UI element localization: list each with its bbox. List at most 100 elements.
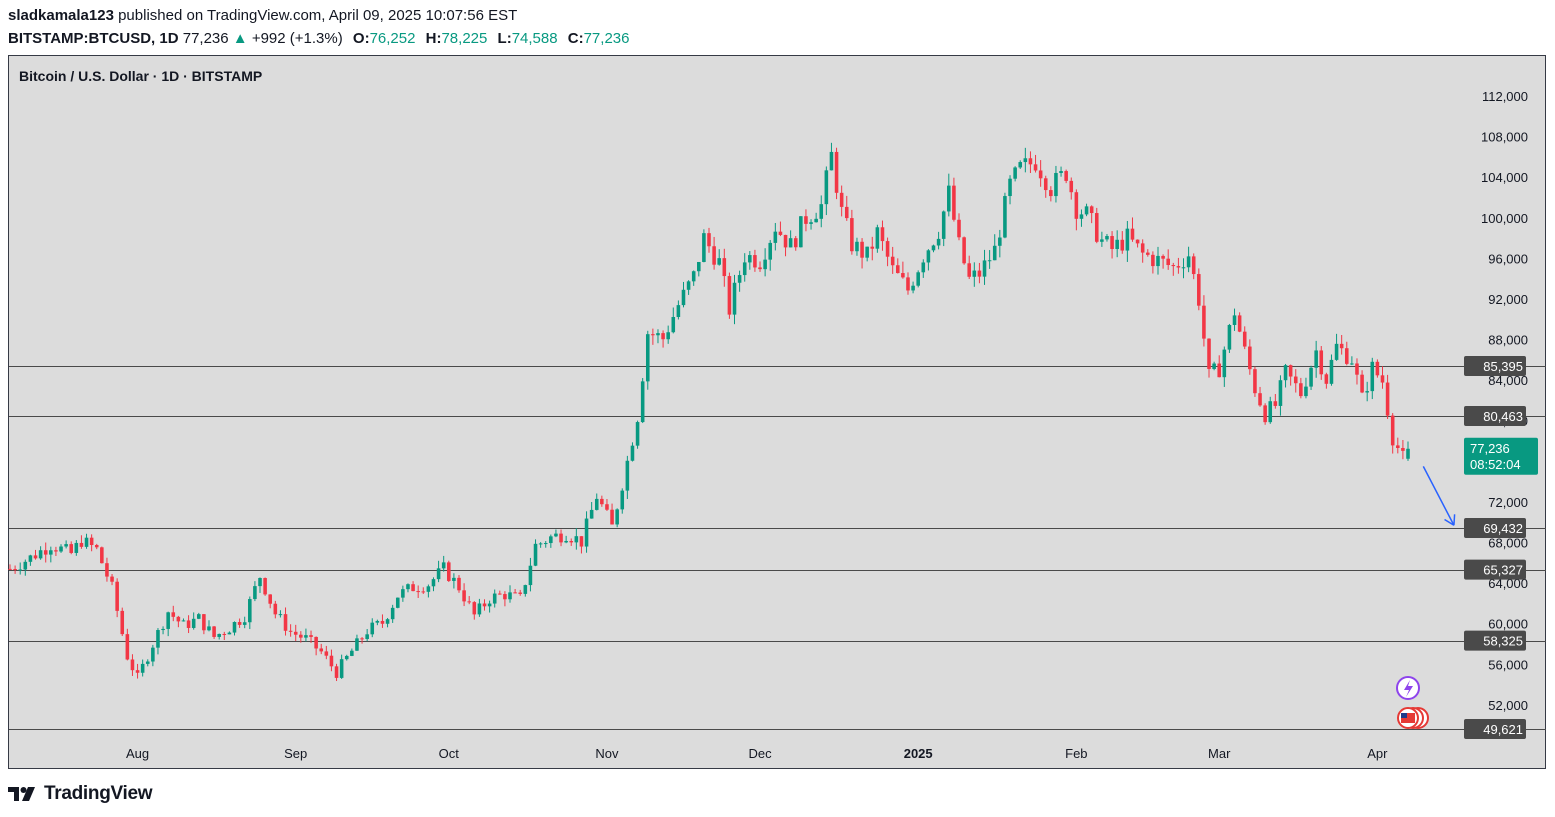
candle[interactable]	[314, 636, 318, 649]
candle[interactable]	[447, 562, 451, 581]
candle[interactable]	[962, 237, 966, 264]
candle[interactable]	[196, 614, 201, 619]
candle[interactable]	[630, 445, 635, 461]
candle[interactable]	[1227, 324, 1232, 350]
candle[interactable]	[640, 381, 645, 423]
candle[interactable]	[926, 250, 931, 263]
candle[interactable]	[1273, 401, 1278, 406]
candle[interactable]	[212, 626, 216, 637]
candle[interactable]	[457, 577, 461, 591]
candle[interactable]	[401, 589, 405, 598]
candle[interactable]	[793, 238, 798, 248]
candle[interactable]	[1008, 178, 1012, 197]
candle[interactable]	[54, 550, 58, 552]
candle[interactable]	[1360, 374, 1364, 393]
candle[interactable]	[1350, 363, 1354, 365]
candle[interactable]	[1018, 162, 1023, 168]
candle[interactable]	[589, 509, 594, 519]
candle[interactable]	[1140, 243, 1145, 253]
candle[interactable]	[1217, 363, 1222, 378]
candle[interactable]	[804, 216, 808, 224]
candle[interactable]	[651, 334, 655, 336]
level-price-tag[interactable]	[1464, 406, 1526, 427]
candle[interactable]	[717, 258, 721, 265]
candle[interactable]	[462, 590, 466, 602]
candle[interactable]	[992, 245, 997, 261]
candle[interactable]	[1166, 258, 1170, 266]
candle[interactable]	[972, 270, 977, 277]
candle[interactable]	[268, 594, 272, 604]
candle[interactable]	[186, 620, 191, 628]
candle[interactable]	[1248, 346, 1252, 370]
candle[interactable]	[360, 638, 364, 640]
candle[interactable]	[814, 218, 818, 223]
candle[interactable]	[1324, 374, 1329, 384]
candle[interactable]	[1344, 348, 1349, 364]
candle[interactable]	[523, 585, 528, 594]
candle[interactable]	[686, 281, 691, 290]
candle[interactable]	[1370, 361, 1375, 392]
candle[interactable]	[324, 651, 329, 656]
candle[interactable]	[1202, 305, 1206, 339]
candle[interactable]	[207, 626, 211, 631]
candle[interactable]	[732, 282, 737, 315]
candle[interactable]	[819, 204, 824, 219]
candle[interactable]	[74, 542, 79, 553]
candle[interactable]	[635, 422, 640, 446]
candle[interactable]	[594, 498, 599, 510]
candle[interactable]	[181, 620, 186, 622]
candle[interactable]	[1304, 386, 1308, 397]
candle[interactable]	[411, 584, 415, 592]
candle[interactable]	[288, 630, 293, 632]
candle[interactable]	[135, 670, 140, 673]
candle[interactable]	[829, 151, 834, 171]
candle[interactable]	[467, 601, 471, 603]
candle[interactable]	[222, 633, 227, 635]
candle[interactable]	[43, 550, 48, 555]
tradingview-footer[interactable]: TradingView	[8, 783, 153, 805]
candle[interactable]	[125, 634, 130, 660]
candle[interactable]	[436, 568, 441, 580]
candle[interactable]	[681, 289, 686, 306]
candle[interactable]	[860, 241, 864, 258]
candle[interactable]	[329, 655, 334, 667]
candle[interactable]	[987, 260, 992, 262]
candle[interactable]	[916, 272, 920, 286]
candle[interactable]	[472, 602, 477, 615]
candle[interactable]	[1028, 158, 1033, 165]
candle[interactable]	[768, 242, 773, 260]
candle[interactable]	[370, 622, 375, 635]
candle[interactable]	[227, 632, 232, 635]
candle[interactable]	[834, 151, 839, 193]
candle[interactable]	[1135, 239, 1140, 244]
candle[interactable]	[79, 542, 84, 547]
candle[interactable]	[28, 555, 33, 562]
level-price-tag[interactable]	[1464, 355, 1526, 376]
candle[interactable]	[1222, 349, 1227, 378]
candle[interactable]	[855, 241, 859, 252]
candle[interactable]	[477, 603, 482, 615]
candle[interactable]	[885, 241, 890, 257]
candle[interactable]	[809, 222, 813, 224]
candle[interactable]	[850, 218, 854, 252]
candle[interactable]	[140, 663, 145, 673]
candle[interactable]	[1161, 255, 1165, 259]
candle[interactable]	[707, 233, 711, 247]
candle[interactable]	[788, 238, 793, 248]
candle[interactable]	[554, 533, 558, 537]
candle[interactable]	[778, 231, 783, 235]
candle[interactable]	[145, 661, 150, 664]
candle[interactable]	[1212, 363, 1216, 369]
candle[interactable]	[727, 276, 732, 315]
candle[interactable]	[232, 622, 237, 633]
candle[interactable]	[191, 618, 196, 628]
candle[interactable]	[839, 192, 844, 207]
candle[interactable]	[947, 185, 951, 212]
candle[interactable]	[319, 648, 324, 652]
candle[interactable]	[901, 273, 905, 278]
candle[interactable]	[156, 630, 160, 648]
candle[interactable]	[278, 614, 283, 616]
candle[interactable]	[33, 555, 38, 559]
candle[interactable]	[375, 620, 380, 623]
candle[interactable]	[1151, 254, 1155, 267]
